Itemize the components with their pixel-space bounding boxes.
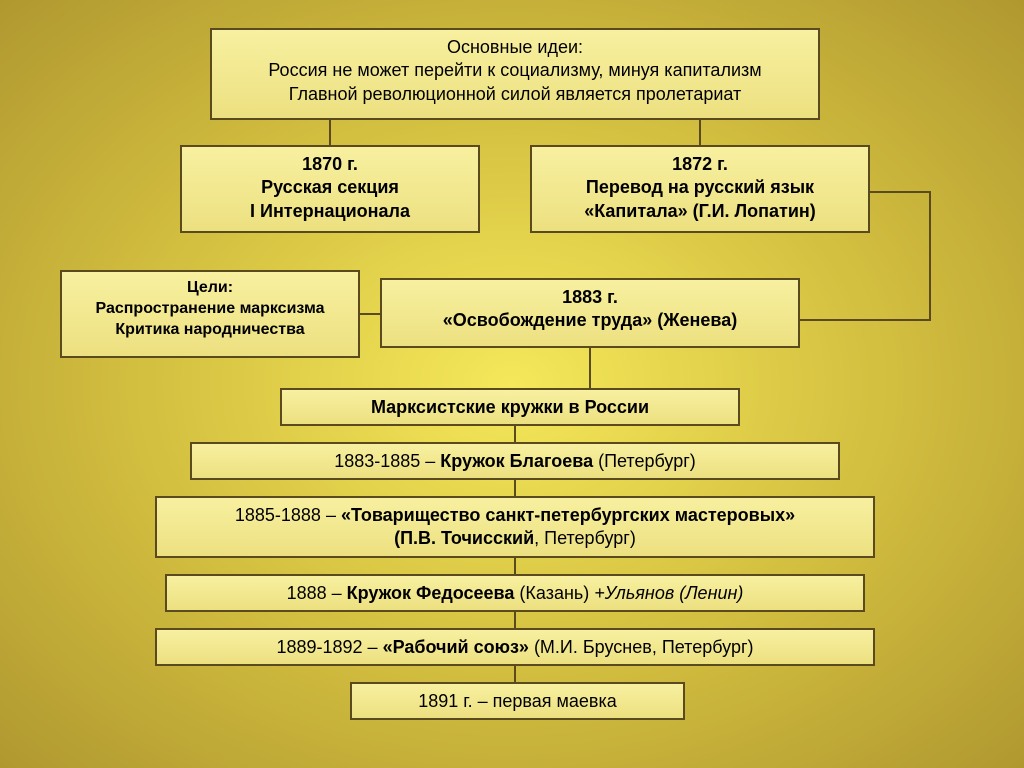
goals-line2: Критика народничества: [115, 321, 304, 338]
goals-title: Цели:: [187, 279, 233, 296]
circle1-name: Кружок Благоева: [440, 451, 593, 471]
circle4-place: , Петербург): [652, 637, 754, 657]
goals-line1: Распространение марксизма: [96, 300, 325, 317]
main-ideas-line2: Главной революционной силой является про…: [289, 84, 742, 104]
year-1872-line2: «Капитала» (Г.И. Лопатин): [584, 201, 816, 221]
circle3-extra: +Ульянов (Ленин): [594, 583, 743, 603]
circle2-who: (П.В. Точисский: [394, 528, 534, 548]
box-circle-4: 1889-1892 – «Рабочий союз» (М.И. Бруснев…: [155, 628, 875, 666]
box-circle-2: 1885-1888 – «Товарищество санкт-петербур…: [155, 496, 875, 558]
box-main-ideas: Основные идеи: Россия не может перейти к…: [210, 28, 820, 120]
year-1872: 1872 г.: [672, 154, 728, 174]
box-goals: Цели: Распространение марксизма Критика …: [60, 270, 360, 358]
mayevka-text: 1891 г. – первая маевка: [418, 691, 617, 711]
box-1883: 1883 г. «Освобождение труда» (Женева): [380, 278, 800, 348]
circle2-name: «Товарищество санкт-петербургских мастер…: [341, 505, 795, 525]
circle3-place: (Казань): [514, 583, 594, 603]
circle4-who: (М.И. Бруснев: [529, 637, 652, 657]
box-circle-1: 1883-1885 – Кружок Благоева (Петербург): [190, 442, 840, 480]
circle1-place: (Петербург): [593, 451, 696, 471]
header-circles-text: Марксистские кружки в России: [371, 397, 649, 417]
circle1-years: 1883-1885 –: [334, 451, 440, 471]
year-1883: 1883 г.: [562, 287, 618, 307]
circle2-years: 1885-1888 –: [235, 505, 341, 525]
box-mayevka: 1891 г. – первая маевка: [350, 682, 685, 720]
box-circle-3: 1888 – Кружок Федосеева (Казань) +Ульяно…: [165, 574, 865, 612]
year-1870: 1870 г.: [302, 154, 358, 174]
year-1870-line2: I Интернационала: [250, 201, 410, 221]
year-1872-line1: Перевод на русский язык: [586, 177, 814, 197]
circle3-name: Кружок Федосеева: [347, 583, 515, 603]
circle4-years: 1889-1892 –: [276, 637, 382, 657]
year-1870-line1: Русская секция: [261, 177, 399, 197]
year-1883-text: «Освобождение труда» (Женева): [443, 310, 737, 330]
circle4-name: «Рабочий союз»: [383, 637, 529, 657]
circle2-place: , Петербург): [534, 528, 636, 548]
circle3-year: 1888 –: [287, 583, 347, 603]
main-ideas-title: Основные идеи:: [447, 37, 583, 57]
box-header-circles: Марксистские кружки в России: [280, 388, 740, 426]
box-1870: 1870 г. Русская секция I Интернационала: [180, 145, 480, 233]
main-ideas-line1: Россия не может перейти к социализму, ми…: [268, 60, 761, 80]
box-1872: 1872 г. Перевод на русский язык «Капитал…: [530, 145, 870, 233]
